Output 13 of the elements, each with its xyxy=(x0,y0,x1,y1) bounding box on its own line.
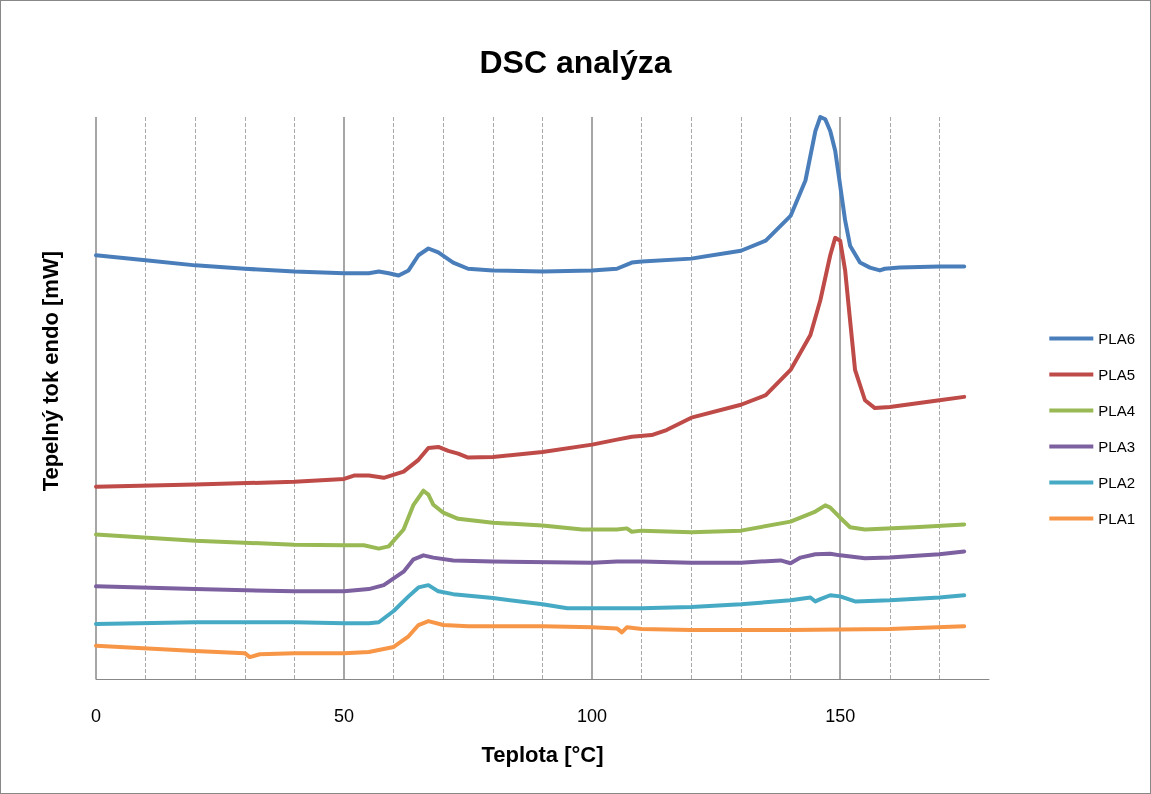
x-tick-label: 0 xyxy=(90,706,102,726)
x-tick-label: 100 xyxy=(577,706,608,726)
legend-label: PLA2 xyxy=(1098,474,1136,491)
legend-label: PLA4 xyxy=(1098,402,1136,419)
x-axis-title: Teplota [°C] xyxy=(481,741,604,767)
legend-label: PLA3 xyxy=(1098,438,1136,455)
x-tick-label: 50 xyxy=(334,706,355,726)
legend-label: PLA5 xyxy=(1098,366,1136,383)
y-axis-title: Tepelný tok endo [mW] xyxy=(37,250,63,492)
x-tick-label: 150 xyxy=(825,706,856,726)
legend-label: PLA1 xyxy=(1098,510,1136,527)
chart-title: DSC analýza xyxy=(479,44,672,80)
legend-label: PLA6 xyxy=(1098,330,1136,347)
